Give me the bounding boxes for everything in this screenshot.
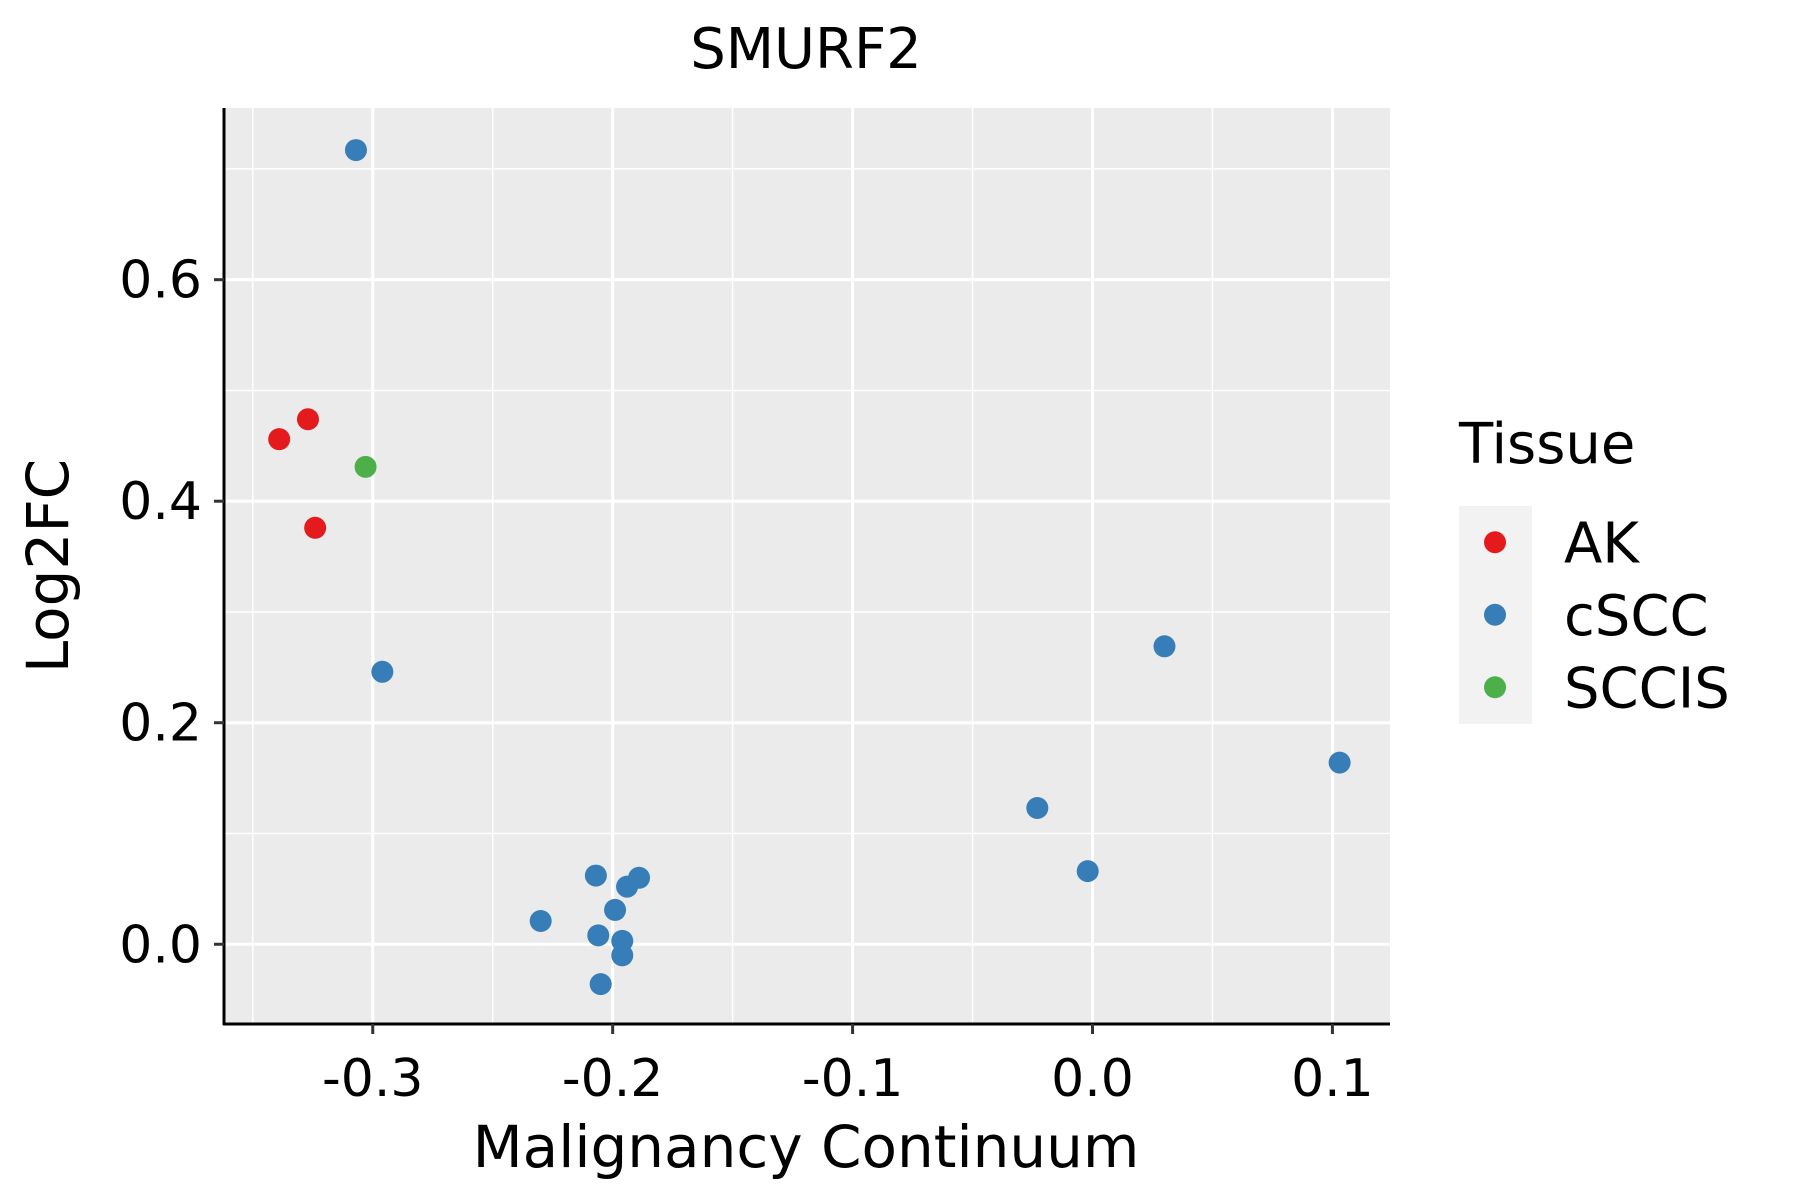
- chart-title: SMURF2: [690, 17, 922, 82]
- x-tick-label: -0.1: [802, 1049, 903, 1109]
- data-point-cscc: [371, 660, 394, 683]
- y-tick-label: 0.2: [119, 694, 202, 754]
- data-point-cscc: [1026, 797, 1049, 820]
- x-tick-label: -0.3: [322, 1049, 423, 1109]
- legend-label-sccis: SCCIS: [1564, 656, 1730, 721]
- x-tick-label: 0.1: [1291, 1049, 1374, 1109]
- data-point-ak: [296, 408, 319, 431]
- legend-key-cscc: [1484, 603, 1506, 626]
- legend-key-ak: [1484, 531, 1506, 554]
- legend-label-ak: AK: [1564, 511, 1640, 576]
- data-point-ak: [304, 516, 327, 539]
- data-point-cscc: [584, 864, 607, 887]
- x-tick-label: 0.0: [1051, 1049, 1134, 1109]
- data-point-ak: [268, 428, 291, 451]
- x-tick-label: -0.2: [562, 1049, 663, 1109]
- legend-label-cscc: cSCC: [1564, 584, 1709, 649]
- legend: Tissue AK cSCC SCCIS: [1458, 412, 1730, 724]
- data-points: [268, 139, 1351, 996]
- data-point-cscc: [611, 944, 634, 967]
- data-point-cscc: [589, 973, 612, 996]
- y-axis-ticks: 0.0 0.2 0.4 0.6: [119, 251, 224, 975]
- legend-entries: AK cSCC SCCIS: [1484, 511, 1730, 721]
- x-axis-title: Malignancy Continuum: [473, 1113, 1140, 1181]
- y-tick-label: 0.4: [119, 472, 202, 532]
- data-point-cscc: [604, 898, 627, 921]
- data-point-sccis: [354, 455, 377, 478]
- data-point-cscc: [529, 909, 552, 932]
- data-point-cscc: [344, 139, 367, 162]
- plot-panel: [224, 108, 1390, 1024]
- data-point-cscc: [1076, 860, 1099, 883]
- data-point-cscc: [1153, 635, 1176, 658]
- legend-title: Tissue: [1458, 412, 1635, 477]
- minor-gridlines: [224, 108, 1390, 1024]
- data-point-cscc: [587, 924, 610, 947]
- y-tick-label: 0.6: [119, 251, 202, 311]
- y-axis-title: Log2FC: [14, 459, 82, 673]
- data-point-cscc: [628, 866, 651, 889]
- legend-key-sccis: [1484, 676, 1506, 699]
- x-axis-ticks: -0.3 -0.2 -0.1 0.0 0.1: [322, 1024, 1374, 1109]
- data-point-cscc: [1328, 751, 1351, 774]
- y-tick-label: 0.0: [119, 915, 202, 975]
